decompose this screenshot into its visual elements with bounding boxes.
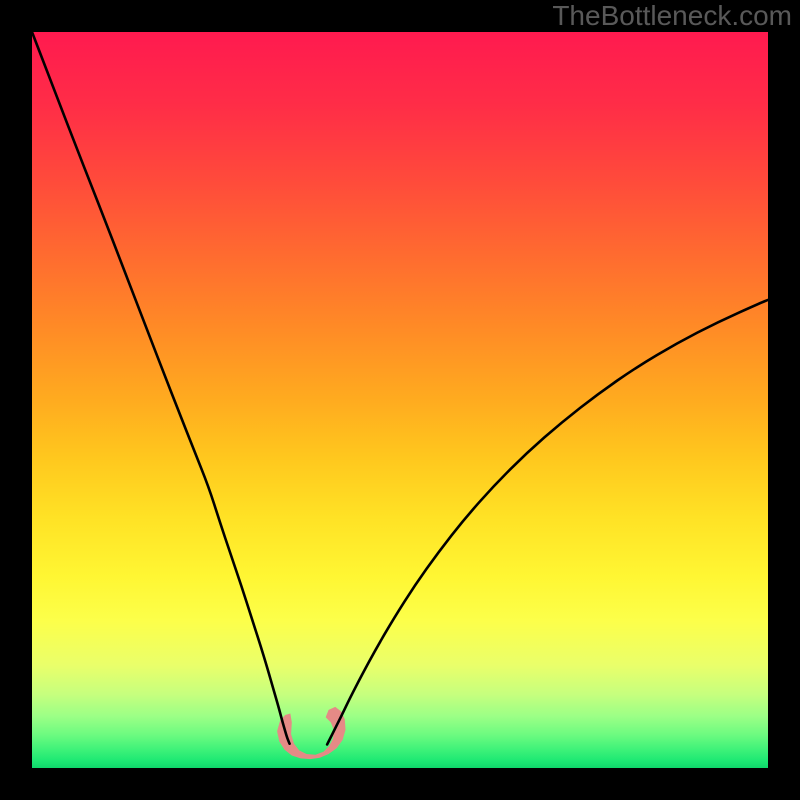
bottleneck-curve-chart (32, 32, 768, 768)
chart-plot-area (32, 32, 768, 768)
chart-background (32, 32, 768, 768)
watermark-label: TheBottleneck.com (552, 0, 792, 32)
